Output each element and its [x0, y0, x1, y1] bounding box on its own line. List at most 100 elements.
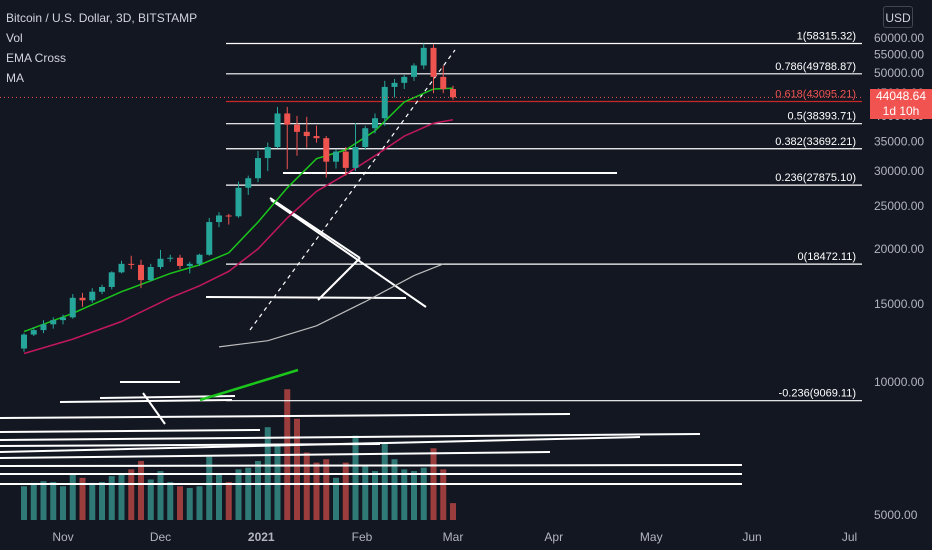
trend-line [59, 399, 233, 403]
candle-body [420, 47, 427, 66]
candle-body [157, 258, 164, 267]
y-tick-label: 25000.00 [874, 199, 924, 213]
candle-body [411, 65, 417, 77]
candle-body [206, 222, 213, 255]
last-price-label: 44048.64 1d 10h [870, 89, 932, 120]
volume-bar [50, 482, 57, 520]
volume-bar [157, 471, 164, 520]
y-tick-label: 60000.00 [874, 31, 924, 45]
volume-bar [138, 460, 144, 520]
x-tick-label: Jul [842, 530, 857, 544]
y-tick-label: 50000.00 [874, 66, 924, 80]
y-tick-label: 55000.00 [874, 48, 924, 62]
trend-line [0, 464, 743, 467]
fib-level-label: 0.236(27875.10) [775, 172, 856, 184]
candle-body [225, 215, 232, 217]
volume-bar [372, 471, 378, 520]
volume-bar [30, 482, 37, 520]
candle-body [264, 147, 271, 159]
candle-body [79, 297, 86, 301]
volume-bar [362, 465, 369, 520]
indicator-ma[interactable]: MA [6, 71, 24, 85]
trend-line [0, 429, 261, 433]
trend-line [317, 257, 361, 301]
fib-level-label: 0(18472.11) [797, 251, 856, 263]
candle-body [167, 257, 174, 259]
candle-body [440, 76, 447, 90]
x-tick-label: Nov [52, 530, 73, 544]
candle-body [372, 118, 378, 129]
candle-body [50, 320, 57, 325]
volume-bar [411, 471, 417, 520]
volume-bar [342, 462, 349, 520]
fib-level-label: 0.786(49788.87) [775, 61, 856, 73]
volume-bar [381, 444, 388, 520]
candle-body [333, 151, 339, 162]
y-tick-label: 20000.00 [874, 242, 924, 256]
volume-bar [352, 435, 359, 520]
candle-body [147, 266, 154, 281]
volume-bar [206, 456, 213, 520]
volume-bar [79, 477, 86, 520]
candle-body [294, 124, 300, 132]
candle-body [186, 263, 193, 266]
candle-body [303, 131, 310, 137]
volume-bar [440, 469, 447, 520]
candle-body [177, 257, 183, 266]
indicator-ema-cross[interactable]: EMA Cross [6, 51, 67, 65]
trend-line [0, 443, 381, 447]
indicator-vol[interactable]: Vol [6, 31, 23, 45]
fib-level-label: 1(58315.32) [797, 30, 856, 42]
volume-bar [147, 479, 154, 520]
volume-bar [225, 482, 232, 520]
y-tick-label: 30000.00 [874, 164, 924, 178]
candle-body [21, 334, 27, 349]
volume-bar [177, 486, 183, 520]
candle-body [30, 330, 37, 335]
candle-body [274, 113, 281, 148]
candle-body [108, 272, 115, 287]
candle-body [342, 151, 349, 168]
candle-body [323, 138, 330, 162]
fib-level-label: 0.618(43095.21) [775, 89, 856, 101]
fib-level-label: 0.382(33692.21) [775, 136, 856, 148]
symbol-title[interactable]: Bitcoin / U.S. Dollar, 3D, BITSTAMP [6, 11, 198, 25]
volume-bar [21, 486, 27, 520]
trend-line [0, 413, 571, 419]
y-tick-label: 5000.00 [874, 508, 918, 522]
currency-button[interactable]: USD [883, 6, 913, 28]
volume-bar [235, 469, 242, 520]
x-tick-label: Jun [742, 530, 761, 544]
candle-body [450, 89, 456, 98]
volume-bar [186, 487, 193, 520]
fib-level-label: -0.236(9069.11) [779, 388, 856, 400]
last-price-value: 44048.64 [875, 89, 927, 104]
volume-bar [89, 482, 96, 520]
y-tick-label: 15000.00 [874, 297, 924, 311]
volume-bar [420, 467, 427, 520]
y-tick-label: 10000.00 [874, 375, 924, 389]
trend-line [269, 197, 361, 259]
ema-fast-line [23, 87, 454, 333]
candle-body [235, 187, 242, 217]
y-tick-label: 35000.00 [874, 134, 924, 148]
chart-legend: Bitcoin / U.S. Dollar, 3D, BITSTAMP Vol … [6, 8, 197, 88]
candle-body [352, 147, 359, 168]
green-trend-line [199, 368, 299, 402]
volume-bar [255, 460, 261, 520]
volume-bar [274, 445, 281, 520]
volume-bar [196, 486, 203, 520]
candle-body [401, 76, 408, 83]
volume-bar [333, 477, 339, 520]
candle-body [245, 178, 252, 188]
volume-bar [401, 469, 408, 520]
candle-body [128, 263, 135, 265]
candle-body [362, 128, 369, 148]
fib-level-label: 0.5(38393.71) [788, 111, 857, 123]
dashed-trend-line [249, 49, 456, 331]
ema-slow-line [23, 118, 454, 355]
bar-countdown: 1d 10h [882, 104, 920, 119]
volume-bar [313, 462, 320, 520]
